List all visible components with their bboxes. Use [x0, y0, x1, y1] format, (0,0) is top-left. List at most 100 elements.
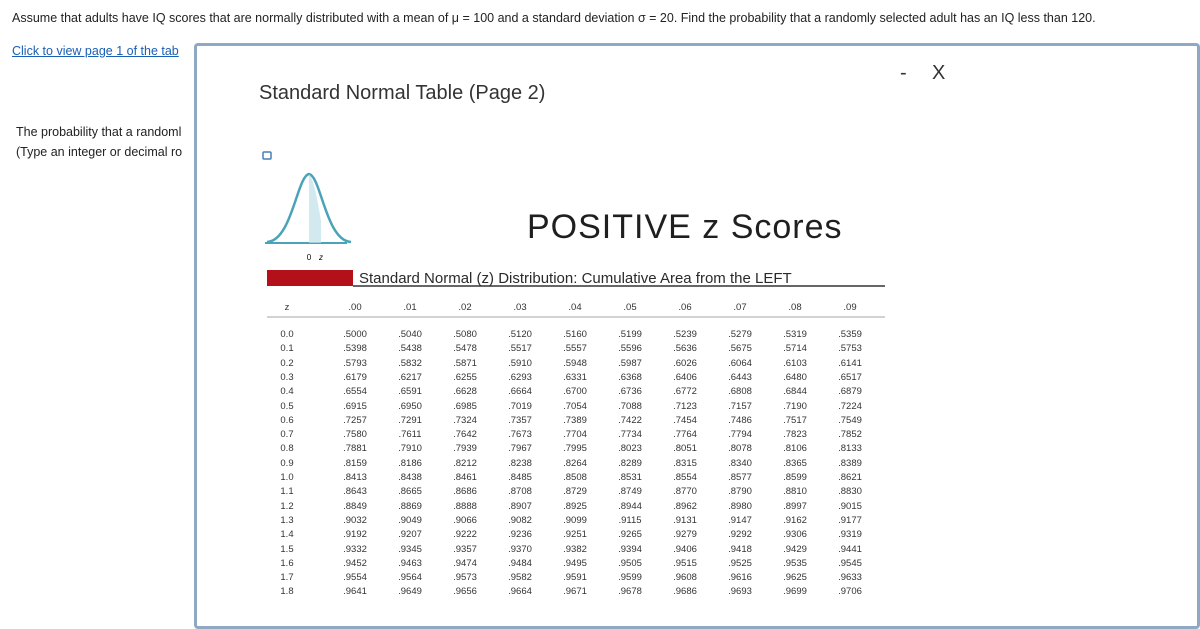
- probability: .9332: [343, 543, 367, 555]
- probability: .5398: [343, 343, 367, 355]
- probability: .7486: [728, 414, 752, 426]
- probability: .8643: [343, 486, 367, 498]
- probability: .7224: [838, 400, 862, 412]
- answer-prompt: The probability that a randoml: [16, 125, 182, 139]
- column-header: .03: [513, 302, 527, 313]
- probability: .9319: [838, 529, 862, 541]
- probability: .9678: [618, 586, 642, 598]
- z-value: 1.3: [280, 514, 294, 526]
- probability: .9641: [343, 586, 367, 598]
- z-value: 1.0: [280, 472, 294, 483]
- probability: .6736: [618, 386, 642, 398]
- close-button[interactable]: X: [932, 62, 946, 84]
- probability: .5557: [563, 343, 587, 355]
- probability: .5636: [673, 343, 697, 355]
- probability: .6443: [728, 371, 752, 383]
- probability: .7190: [783, 400, 807, 412]
- probability: .9115: [618, 514, 642, 526]
- probability: .7939: [453, 443, 477, 455]
- probability: .9686: [673, 586, 697, 598]
- probability: .9382: [563, 543, 587, 555]
- probability: .7422: [618, 414, 642, 426]
- minimize-button[interactable]: -: [900, 62, 907, 84]
- probability: .6554: [343, 386, 367, 398]
- probability: .8106: [783, 443, 807, 455]
- z-value: 1.7: [280, 572, 294, 584]
- probability: .9706: [838, 586, 862, 598]
- z-table: z .00 .01 .02 .03 .04 .05 .06 .07 .08 .09 0.0 .5000.…: [197, 46, 1197, 606]
- figure-subtitle: Standard Normal (z) Distribution: Cumula…: [359, 270, 792, 287]
- probability: .7517: [783, 414, 807, 426]
- probability: .8554: [673, 472, 697, 483]
- curve-label: z: [318, 253, 323, 262]
- probability: .6217: [398, 371, 422, 383]
- probability: .6985: [453, 400, 477, 412]
- probability: .7549: [838, 414, 862, 426]
- z-value: 0.2: [280, 357, 294, 369]
- probability: .9616: [728, 572, 752, 584]
- z-value: 1.4: [280, 529, 294, 541]
- probability: .8461: [453, 472, 477, 483]
- probability: .9495: [563, 557, 587, 569]
- probability: .6950: [398, 400, 422, 412]
- probability: .8708: [508, 486, 532, 498]
- probability: .9463: [398, 557, 422, 569]
- probability: .6915: [343, 400, 367, 412]
- probability: .8413: [343, 472, 367, 483]
- probability: .9554: [343, 572, 367, 584]
- probability: .5160: [563, 329, 587, 340]
- z-value: 1.2: [280, 500, 294, 512]
- probability: .9535: [783, 557, 807, 569]
- z-value: 0.4: [280, 386, 294, 398]
- probability: .6103: [783, 357, 807, 369]
- header-bar: [267, 270, 353, 286]
- probability: .7580: [343, 429, 367, 441]
- probability: .7324: [453, 414, 477, 426]
- probability: .6772: [673, 386, 697, 398]
- probability: .6808: [728, 386, 752, 398]
- probability: .5040: [398, 329, 422, 340]
- probability: .8830: [838, 486, 862, 498]
- z-value: 1.1: [280, 486, 294, 498]
- probability: .5478: [453, 343, 477, 355]
- probability: .9015: [838, 500, 862, 512]
- probability: .5199: [618, 329, 642, 340]
- probability: .9345: [398, 543, 422, 555]
- probability: .8186: [398, 457, 422, 469]
- probability: .7673: [508, 429, 532, 441]
- probability: .9406: [673, 543, 697, 555]
- probability: .5871: [453, 357, 477, 369]
- probability: .5120: [508, 329, 532, 340]
- probability: .5675: [728, 343, 752, 355]
- table-link[interactable]: Click to view page 1 of the tab: [12, 44, 179, 58]
- probability: .9251: [563, 529, 587, 541]
- probability: .8531: [618, 472, 642, 483]
- probability: .5279: [728, 329, 752, 340]
- probability: .6628: [453, 386, 477, 398]
- probability: .9564: [398, 572, 422, 584]
- z-value: 1.6: [280, 557, 294, 569]
- probability: .9664: [508, 586, 532, 598]
- column-header: .02: [458, 302, 472, 313]
- column-header: .08: [788, 302, 802, 313]
- icon: [262, 151, 272, 160]
- z-value: 0.3: [280, 371, 294, 383]
- figure-heading: POSITIVE z Scores: [527, 208, 843, 246]
- curve-label: 0: [307, 253, 312, 262]
- probability: .9429: [783, 543, 807, 555]
- probability: .9279: [673, 529, 697, 541]
- probability: .9066: [453, 514, 477, 526]
- probability: .6331: [563, 371, 587, 383]
- probability: .8365: [783, 457, 807, 469]
- probability: .8770: [673, 486, 697, 498]
- probability: .8438: [398, 472, 422, 483]
- probability: .8944: [618, 500, 642, 512]
- probability: .9591: [563, 572, 587, 584]
- probability: .9649: [398, 586, 422, 598]
- probability: .8389: [838, 457, 862, 469]
- probability: .7611: [398, 429, 422, 441]
- probability: .6480: [783, 371, 807, 383]
- question: Assume that adults have IQ scores that a…: [12, 11, 1096, 25]
- probability: .8212: [453, 457, 477, 469]
- probability: .6064: [728, 357, 752, 369]
